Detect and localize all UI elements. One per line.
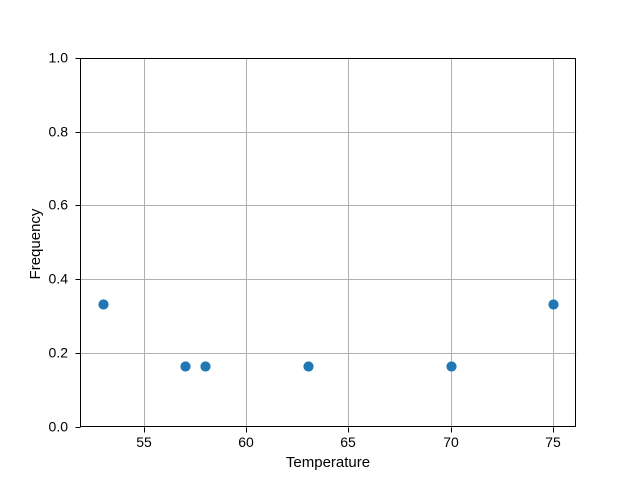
svg-text:Temperature: Temperature [286,454,370,471]
svg-text:0.4: 0.4 [49,271,69,287]
svg-text:0.0: 0.0 [49,419,69,435]
svg-text:0.8: 0.8 [49,124,69,140]
svg-text:1.0: 1.0 [49,50,69,66]
svg-text:60: 60 [238,434,254,450]
svg-text:65: 65 [340,434,356,450]
svg-text:70: 70 [443,434,459,450]
svg-text:55: 55 [136,434,152,450]
svg-text:0.2: 0.2 [49,345,69,361]
svg-text:Frequency: Frequency [27,208,44,279]
svg-text:0.6: 0.6 [49,197,69,213]
svg-text:75: 75 [545,434,561,450]
